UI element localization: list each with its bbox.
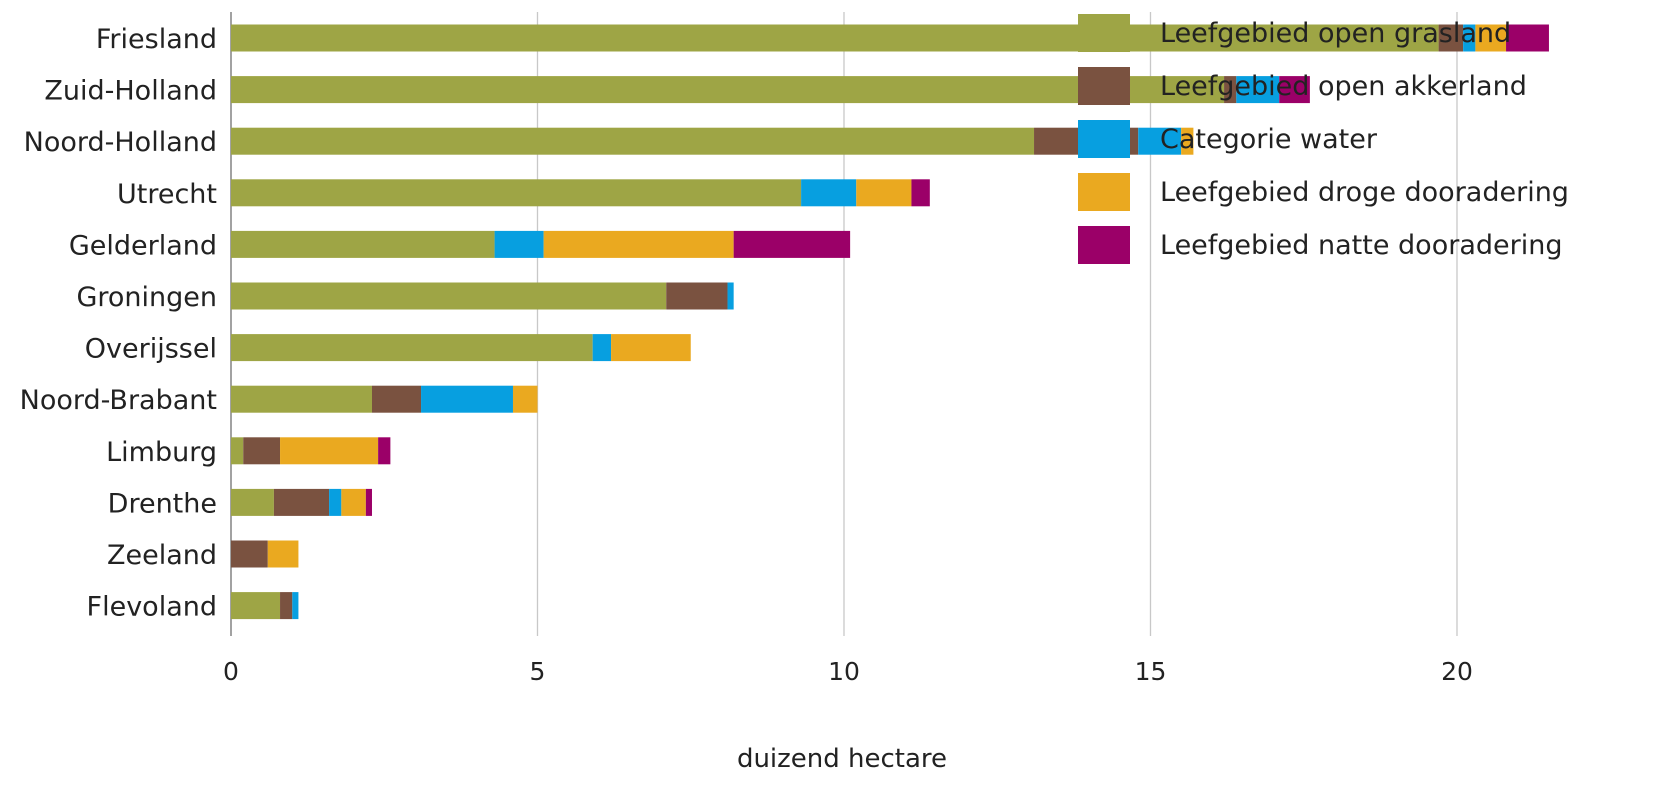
- bar-segment-series-1: [231, 179, 802, 207]
- legend-label: Leefgebied natte dooradering: [1160, 230, 1562, 261]
- bar-segment-series-4: [280, 437, 379, 465]
- x-tick-label: 0: [223, 657, 239, 686]
- grid-lines: [230, 12, 1458, 636]
- bar-segment-series-1: [231, 127, 1035, 155]
- category-label: Noord-Holland: [24, 127, 217, 158]
- bar-segment-series-4: [267, 540, 299, 568]
- bar-segment-series-5: [733, 230, 851, 258]
- bar-segment-series-2: [666, 282, 728, 310]
- bars: [231, 24, 1549, 620]
- bar-segment-series-3: [494, 230, 544, 258]
- legend-swatch: [1078, 67, 1130, 105]
- bar-segment-series-4: [611, 334, 691, 362]
- category-label: Friesland: [96, 24, 217, 55]
- category-label: Drenthe: [108, 488, 217, 519]
- legend-swatch: [1078, 14, 1130, 52]
- bar-segment-series-1: [231, 76, 1225, 104]
- bar-segment-series-1: [231, 385, 372, 413]
- category-label: Flevoland: [87, 592, 217, 623]
- bar-segment-series-3: [421, 385, 513, 413]
- bar-segment-series-4: [856, 179, 912, 207]
- legend-label: Leefgebied droge dooradering: [1160, 177, 1569, 208]
- bar-segment-series-2: [371, 385, 422, 413]
- bar-segment-series-1: [231, 334, 593, 362]
- bar-segment-series-1: [231, 488, 274, 516]
- bar-segment-series-3: [1236, 76, 1280, 104]
- category-labels: Friesland Zuid-Holland Noord-Holland Utrech…: [20, 24, 217, 623]
- x-axis-title: duizend hectare: [737, 744, 947, 774]
- bar-segment-series-4: [1181, 127, 1194, 155]
- bar-segment-series-2: [280, 592, 293, 620]
- x-tick-label: 15: [1135, 657, 1167, 686]
- bar-segment-series-1: [231, 592, 281, 620]
- bar-segment-series-1: [231, 282, 667, 310]
- x-tick-label: 5: [530, 657, 546, 686]
- bar-segment-series-4: [512, 385, 538, 413]
- category-label: Overijssel: [85, 334, 217, 365]
- bar-segment-series-5: [365, 488, 372, 516]
- legend-swatch: [1078, 120, 1130, 158]
- bar-segment-series-5: [1279, 76, 1310, 104]
- category-label: Zuid-Holland: [44, 76, 217, 107]
- legend-label: Leefgebied open akkerland: [1160, 71, 1527, 102]
- bar-segment-series-2: [273, 488, 330, 516]
- category-label: Groningen: [76, 282, 217, 313]
- bar-segment-series-4: [543, 230, 734, 258]
- category-label: Utrecht: [117, 179, 217, 210]
- bar-segment-series-3: [801, 179, 857, 207]
- x-tick-labels: 0510152025: [223, 657, 1473, 686]
- bar-segment-series-3: [727, 282, 734, 310]
- bar-segment-series-1: [231, 230, 495, 258]
- bar-segment-series-3: [292, 592, 299, 620]
- bar-segment-series-3: [329, 488, 342, 516]
- x-tick-label: 20: [1441, 657, 1473, 686]
- bar-segment-series-2: [231, 540, 268, 568]
- bar-segment-series-2: [1438, 24, 1464, 52]
- bar-segment-series-4: [1475, 24, 1507, 52]
- bar-segment-series-1: [231, 437, 244, 465]
- legend-label: Categorie water: [1160, 124, 1378, 155]
- category-label: Noord-Brabant: [20, 385, 217, 416]
- bar-segment-series-4: [341, 488, 366, 516]
- category-label: Limburg: [106, 437, 217, 468]
- category-label: Gelderland: [69, 230, 217, 261]
- bar-segment-series-1: [231, 24, 1439, 52]
- category-label: Zeeland: [107, 540, 217, 571]
- bar-segment-series-3: [592, 334, 612, 362]
- bar-segment-series-5: [1506, 24, 1549, 52]
- legend-swatch: [1078, 226, 1130, 264]
- bar-segment-series-3: [1138, 127, 1182, 155]
- x-tick-label: 10: [828, 657, 860, 686]
- bar-segment-series-5: [378, 437, 391, 465]
- legend-label: Leefgebied open grasland: [1160, 18, 1511, 49]
- bar-segment-series-2: [243, 437, 281, 465]
- bar-segment-series-3: [1463, 24, 1476, 52]
- bar-segment-series-2: [1224, 76, 1237, 104]
- legend-swatch: [1078, 173, 1130, 211]
- bar-segment-series-5: [911, 179, 930, 207]
- legend: Leefgebied open grasland Leefgebied open …: [1078, 14, 1569, 264]
